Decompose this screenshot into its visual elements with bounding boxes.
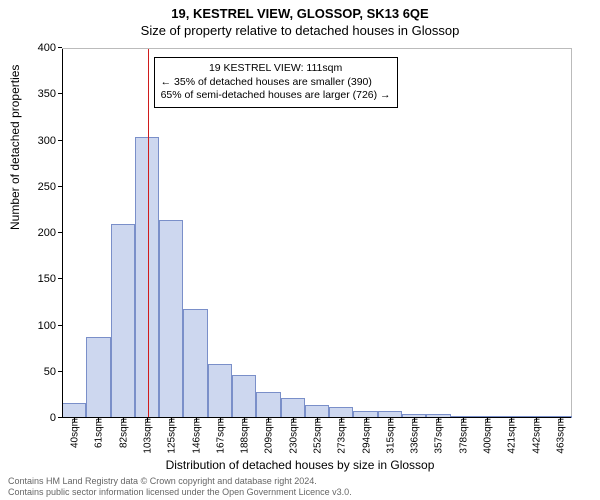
callout-box: 19 KESTREL VIEW: 111sqm← 35% of detached…	[154, 57, 398, 108]
y-tick-label: 400	[22, 42, 62, 54]
callout-line: 65% of semi-detached houses are larger (…	[161, 89, 391, 103]
y-tick-label: 200	[22, 227, 62, 239]
marker-line	[148, 49, 150, 418]
y-tick-label: 0	[22, 412, 62, 424]
x-tick-label: 82sqm	[116, 418, 129, 448]
y-tick-label: 100	[22, 320, 62, 332]
x-tick-label: 252sqm	[311, 418, 324, 454]
x-tick-label: 61sqm	[92, 418, 105, 448]
histogram-bar	[256, 392, 280, 418]
x-tick-label: 209sqm	[262, 418, 275, 454]
x-tick-label: 442sqm	[529, 418, 542, 454]
x-tick-label: 378sqm	[456, 418, 469, 454]
footer-attribution: Contains HM Land Registry data © Crown c…	[8, 476, 352, 498]
histogram-bar	[232, 375, 256, 418]
y-tick-label: 150	[22, 273, 62, 285]
footer-line-1: Contains HM Land Registry data © Crown c…	[8, 476, 352, 487]
x-tick-label: 357sqm	[432, 418, 445, 454]
y-tick-mark	[58, 47, 62, 48]
x-tick-label: 315sqm	[383, 418, 396, 454]
histogram-bar	[183, 309, 207, 418]
x-tick-label: 146sqm	[189, 418, 202, 454]
histogram-bar	[111, 224, 135, 418]
footer-line-2: Contains public sector information licen…	[8, 487, 352, 498]
x-tick-label: 273sqm	[335, 418, 348, 454]
histogram-bar	[86, 337, 110, 418]
x-tick-label: 294sqm	[359, 418, 372, 454]
histogram-bar	[62, 403, 86, 418]
x-tick-label: 40sqm	[68, 418, 81, 448]
histogram-bar	[159, 220, 183, 418]
x-axis	[62, 417, 571, 418]
y-tick-label: 50	[22, 366, 62, 378]
histogram-chart: 05010015020025030035040040sqm61sqm82sqm1…	[62, 48, 572, 418]
y-tick-label: 350	[22, 88, 62, 100]
x-tick-label: 463sqm	[553, 418, 566, 454]
x-tick-label: 167sqm	[213, 418, 226, 454]
histogram-bar	[208, 364, 232, 418]
x-tick-label: 400sqm	[481, 418, 494, 454]
x-tick-label: 421sqm	[505, 418, 518, 454]
histogram-bar	[281, 398, 305, 418]
x-tick-label: 103sqm	[141, 418, 154, 454]
y-tick-label: 300	[22, 135, 62, 147]
x-tick-label: 188sqm	[238, 418, 251, 454]
x-tick-label: 125sqm	[165, 418, 178, 454]
page-subtitle: Size of property relative to detached ho…	[0, 21, 600, 38]
x-tick-label: 336sqm	[408, 418, 421, 454]
y-tick-label: 250	[22, 181, 62, 193]
y-axis	[62, 49, 63, 418]
y-axis-label: Number of detached properties	[8, 65, 22, 230]
x-tick-label: 230sqm	[286, 418, 299, 454]
callout-line: ← 35% of detached houses are smaller (39…	[161, 76, 391, 90]
callout-line: 19 KESTREL VIEW: 111sqm	[161, 62, 391, 76]
x-axis-label: Distribution of detached houses by size …	[0, 458, 600, 472]
page-title: 19, KESTREL VIEW, GLOSSOP, SK13 6QE	[0, 0, 600, 21]
